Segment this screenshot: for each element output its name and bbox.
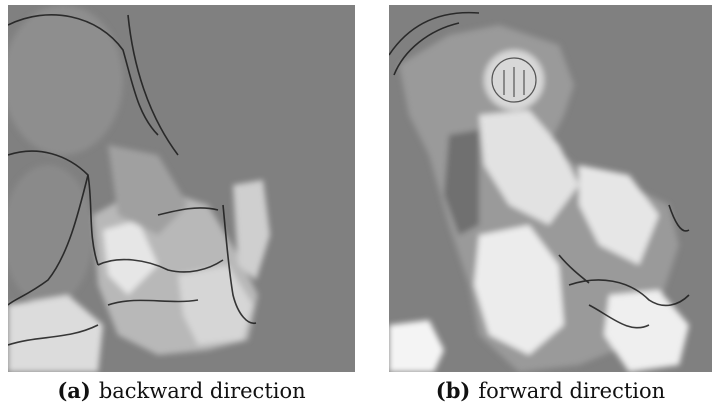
subfigure-label: (a) (57, 378, 90, 403)
caption-a: (a) backward direction (8, 374, 355, 408)
subfigure-caption: forward direction (478, 379, 665, 403)
figure: (a) backward direction (b) forward directi… (0, 0, 722, 411)
image-backward (8, 5, 355, 372)
image-forward (389, 5, 712, 372)
subfigure-caption: backward direction (99, 379, 306, 403)
subfigure-label: (b) (436, 378, 471, 403)
caption-b: (b) forward direction (389, 374, 712, 408)
